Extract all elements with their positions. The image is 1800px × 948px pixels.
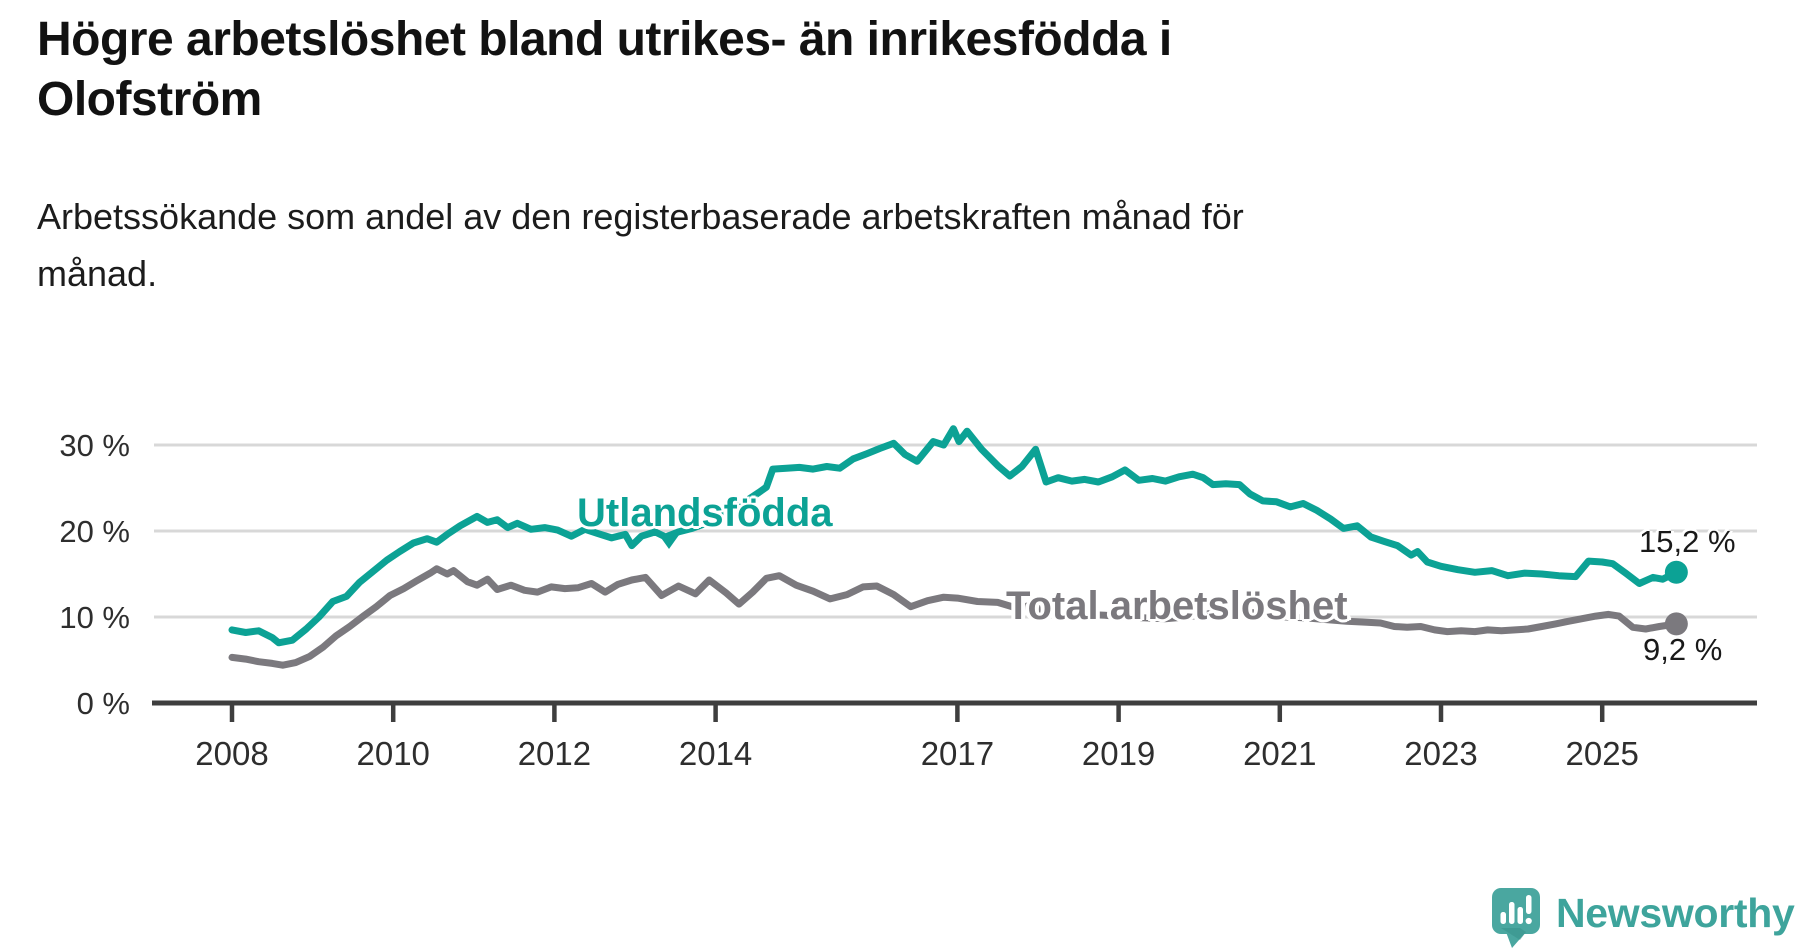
series-end-dot-total-arbetsloshet <box>1664 612 1688 636</box>
x-axis-label: 2008 <box>195 735 268 772</box>
x-axis-label: 2025 <box>1565 735 1638 772</box>
x-axis-label: 2017 <box>921 735 994 772</box>
y-axis-label: 30 % <box>59 428 130 463</box>
end-value-label-total: 9,2 % <box>1643 632 1723 667</box>
y-axis-label: 0 % <box>77 686 130 721</box>
series-label-utlandsfodda: Utlandsfödda <box>577 491 833 535</box>
x-axis-label: 2019 <box>1082 735 1155 772</box>
series-end-dot-utlandsfodda <box>1664 560 1688 584</box>
newsworthy-logo: Newsworthy <box>1492 888 1795 948</box>
x-axis-label: 2023 <box>1404 735 1477 772</box>
x-axis-label: 2012 <box>518 735 591 772</box>
newsworthy-logo-icon <box>1492 888 1540 948</box>
chart-subtitle-line-1: Arbetssökande som andel av den registerb… <box>37 196 1244 237</box>
series-line-utlandsfodda <box>228 425 1680 647</box>
chart-subtitle-line-2: månad. <box>37 253 158 294</box>
page-title: Högre arbetslöshet bland utrikes- än inr… <box>37 10 1172 130</box>
x-axis-label: 2014 <box>679 735 752 772</box>
series-label-total-arbetsloshet: Total arbetslöshet <box>1006 584 1348 628</box>
chart-subtitle: Arbetssökande som andel av den registerb… <box>37 188 1244 302</box>
series-line-total-arbetsloshet <box>228 565 1680 669</box>
newsworthy-logo-text: Newsworthy <box>1556 890 1795 936</box>
y-axis-label: 10 % <box>59 600 130 635</box>
x-axis-label: 2021 <box>1243 735 1316 772</box>
page-title-line-1: Högre arbetslöshet bland utrikes- än inr… <box>37 13 1172 66</box>
page-title-line-2: Olofström <box>37 73 262 126</box>
end-value-label-utlandsfodda: 15,2 % <box>1639 524 1736 559</box>
x-axis-label: 2010 <box>356 735 429 772</box>
y-axis-label: 20 % <box>59 514 130 549</box>
utlandsfodda-pointer-icon <box>659 535 679 549</box>
